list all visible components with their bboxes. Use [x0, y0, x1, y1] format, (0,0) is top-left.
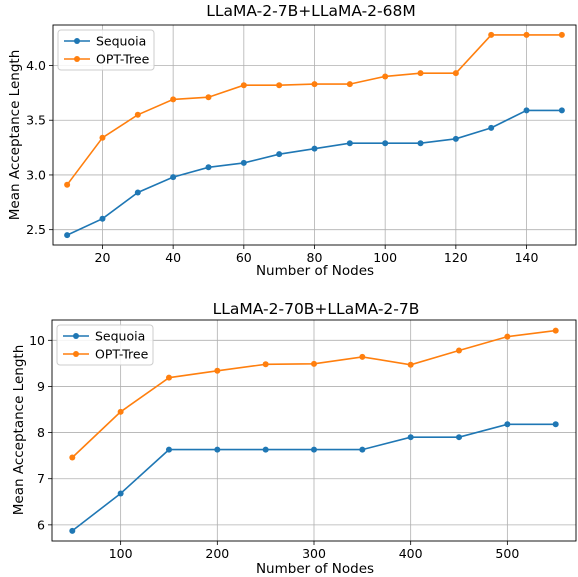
legend-label-opt-tree: OPT-Tree	[96, 52, 150, 67]
data-point-opt-tree	[117, 408, 124, 415]
data-point-opt-tree	[346, 81, 353, 88]
y-tick-label: 4.0	[26, 58, 46, 73]
data-point-opt-tree	[134, 111, 141, 118]
data-point-opt-tree	[262, 361, 269, 368]
legend-marker-sequoia	[74, 38, 80, 44]
chart-title: LLaMA-2-70B+LLaMA-2-7B	[213, 300, 420, 318]
data-point-opt-tree	[69, 454, 76, 461]
data-point-sequoia	[240, 159, 247, 166]
x-tick-label: 80	[307, 250, 323, 265]
data-point-sequoia	[99, 215, 106, 222]
data-point-opt-tree	[456, 347, 463, 354]
data-point-opt-tree	[276, 82, 283, 89]
data-point-sequoia	[552, 421, 559, 428]
data-point-opt-tree	[504, 333, 511, 340]
data-point-sequoia	[523, 107, 530, 114]
data-point-opt-tree	[488, 31, 495, 38]
x-tick-label: 400	[399, 546, 423, 561]
y-tick-label: 2.5	[26, 222, 46, 237]
x-tick-label: 40	[165, 250, 181, 265]
data-point-opt-tree	[165, 374, 172, 381]
legend-marker-sequoia	[73, 333, 79, 339]
data-point-opt-tree	[452, 70, 459, 77]
legend: Sequoia OPT-Tree	[57, 29, 155, 71]
data-point-sequoia	[488, 124, 495, 131]
data-point-sequoia	[382, 140, 389, 147]
data-point-sequoia	[64, 232, 71, 239]
legend: Sequoia OPT-Tree	[56, 324, 154, 366]
y-tick-label: 3.5	[26, 113, 46, 128]
data-point-sequoia	[346, 140, 353, 147]
data-point-opt-tree	[170, 96, 177, 103]
legend-marker-opt-tree	[73, 351, 79, 357]
legend-box	[57, 29, 155, 71]
legend-marker-opt-tree	[74, 56, 80, 62]
chart-top: LLaMA-2-7B+LLaMA-2-68M 20 40 60 80 100 120 140…	[7, 2, 577, 279]
x-tick-label: 140	[515, 250, 539, 265]
data-point-sequoia	[117, 490, 124, 497]
data-point-sequoia	[165, 446, 172, 453]
x-tick-label: 120	[444, 250, 468, 265]
data-point-sequoia	[504, 421, 511, 428]
data-point-sequoia	[170, 174, 177, 181]
data-point-sequoia	[452, 135, 459, 142]
chart-title: LLaMA-2-7B+LLaMA-2-68M	[206, 2, 416, 20]
data-point-opt-tree	[205, 94, 212, 101]
data-point-sequoia	[417, 140, 424, 147]
data-point-opt-tree	[558, 31, 565, 38]
legend-label-opt-tree: OPT-Tree	[95, 347, 149, 362]
data-point-sequoia	[276, 151, 283, 158]
data-point-sequoia	[407, 434, 414, 441]
y-tick-label: 3.0	[26, 167, 46, 182]
data-point-opt-tree	[240, 82, 247, 89]
y-tick-label: 9	[37, 379, 45, 394]
y-axis-label: Mean Acceptance Length	[11, 345, 27, 516]
data-point-opt-tree	[359, 353, 366, 360]
data-point-sequoia	[205, 164, 212, 171]
data-point-sequoia	[214, 446, 221, 453]
y-tick-label: 6	[37, 517, 45, 532]
data-point-sequoia	[558, 107, 565, 114]
data-point-opt-tree	[311, 81, 318, 88]
x-tick-label: 300	[302, 546, 326, 561]
x-axis-label: Number of Nodes	[256, 561, 374, 577]
data-point-sequoia	[134, 189, 141, 196]
data-point-opt-tree	[407, 361, 414, 368]
data-point-sequoia	[69, 527, 76, 534]
y-tick-label: 7	[37, 471, 45, 486]
legend-label-sequoia: Sequoia	[96, 34, 146, 49]
x-tick-label: 200	[205, 546, 229, 561]
data-point-opt-tree	[311, 360, 317, 367]
legend-box	[56, 324, 154, 366]
x-axis-label: Number of Nodes	[256, 263, 374, 279]
x-tick-label: 100	[373, 250, 397, 265]
y-tick-label: 8	[37, 425, 45, 440]
x-tick-label: 500	[495, 546, 519, 561]
data-point-opt-tree	[552, 327, 559, 334]
data-point-opt-tree	[523, 31, 530, 38]
data-point-sequoia	[359, 446, 366, 453]
data-point-opt-tree	[64, 181, 71, 188]
y-tick-label: 10	[29, 333, 45, 348]
data-point-sequoia	[456, 434, 463, 441]
data-point-opt-tree	[214, 367, 221, 374]
data-point-sequoia	[311, 145, 318, 152]
data-point-opt-tree	[99, 134, 106, 141]
chart-bottom: LLaMA-2-70B+LLaMA-2-7B 100 200 300 400 500 6 7…	[11, 300, 577, 577]
x-tick-label: 20	[95, 250, 111, 265]
data-point-opt-tree	[417, 70, 424, 77]
x-tick-label: 60	[236, 250, 252, 265]
data-point-sequoia	[262, 446, 269, 453]
legend-label-sequoia: Sequoia	[95, 329, 145, 344]
data-point-sequoia	[311, 446, 317, 453]
y-axis-label: Mean Acceptance Length	[7, 50, 23, 221]
data-point-opt-tree	[382, 73, 389, 80]
x-tick-label: 100	[109, 546, 133, 561]
